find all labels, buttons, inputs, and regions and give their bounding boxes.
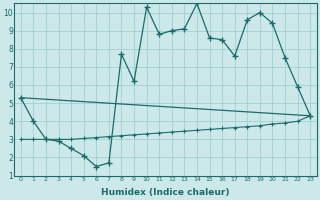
X-axis label: Humidex (Indice chaleur): Humidex (Indice chaleur) [101,188,230,197]
